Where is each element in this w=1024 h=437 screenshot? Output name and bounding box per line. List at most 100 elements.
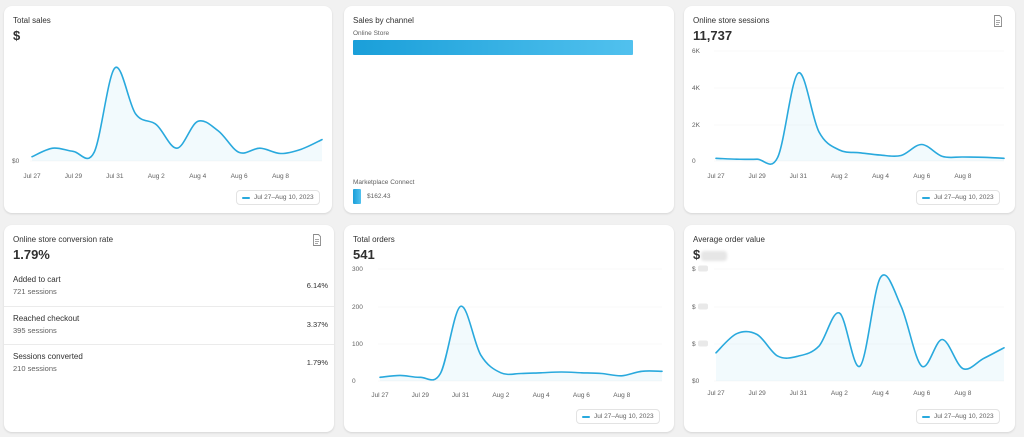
- step-rate: 6.14%: [306, 281, 328, 290]
- total-orders-chart: 300 200 100 0 Jul 27 Jul 29 Jul 31 Aug 2 Aug 4 Au…: [352, 266, 663, 399]
- y-tick-label: 0: [352, 378, 356, 385]
- redacted-value: [701, 250, 728, 261]
- y-tick-label: $: [692, 341, 696, 348]
- card-title[interactable]: Average order value: [693, 235, 765, 244]
- x-tick-label: Aug 4: [189, 173, 206, 180]
- step-label: Reached checkout: [13, 314, 80, 323]
- legend-label: Jul 27–Aug 10, 2023: [934, 194, 994, 201]
- sales-by-channel-card: Sales by channel Online Store Marketplac…: [344, 6, 674, 213]
- y-tick-label: 0: [692, 158, 696, 165]
- average-order-value-chart: $ $ $ $0 Jul 27 Jul 29 Jul 31 Aug 2 Aug 4 Aug 6 Au…: [692, 265, 1005, 397]
- series-line: [715, 274, 1005, 370]
- funnel-step-sessions-converted: Sessions converted 210 sessions 1.79%: [4, 344, 334, 382]
- x-tick-label: Jul 27: [23, 173, 41, 180]
- series-area: [716, 274, 1004, 381]
- y-tick-label: 200: [352, 304, 363, 311]
- y-tick-label: 300: [352, 266, 363, 273]
- step-rate: 1.79%: [306, 358, 328, 367]
- series-area: [32, 67, 322, 161]
- series-area: [380, 306, 662, 381]
- step-label: Added to cart: [13, 275, 61, 284]
- x-tick-label: Jul 27: [371, 392, 389, 399]
- card-value: 541: [353, 247, 375, 262]
- card-value: $: [13, 28, 21, 43]
- redacted-tick-value: [698, 303, 708, 310]
- legend-swatch: [922, 196, 930, 199]
- series-line: [379, 305, 663, 381]
- card-title[interactable]: Total orders: [353, 235, 395, 244]
- card-title[interactable]: Online store sessions: [693, 16, 770, 25]
- redacted-tick-value: [698, 340, 708, 347]
- channel-bar-online-store[interactable]: [353, 40, 633, 55]
- chart-legend[interactable]: Jul 27–Aug 10, 2023: [916, 190, 1000, 205]
- export-report-icon[interactable]: [312, 234, 322, 246]
- step-sessions: 210 sessions: [13, 364, 57, 373]
- step-rate: 3.37%: [306, 320, 328, 329]
- channel-label-online-store: Online Store: [353, 30, 390, 37]
- chart-legend[interactable]: Jul 27–Aug 10, 2023: [916, 409, 1000, 424]
- total-sales-card: Total sales $ $0 Jul 27 Jul 29 Jul 31 Aug 2 A…: [4, 6, 332, 213]
- funnel-step-reached-checkout: Reached checkout 395 sessions 3.37%: [4, 306, 334, 344]
- x-tick-label: Jul 31: [790, 390, 808, 397]
- step-sessions: 395 sessions: [13, 326, 57, 335]
- legend-label: Jul 27–Aug 10, 2023: [594, 413, 654, 420]
- channel-label-marketplace-connect: Marketplace Connect: [353, 179, 415, 186]
- total-sales-chart: $0 Jul 27 Jul 29 Jul 31 Aug 2 Aug 4 Aug 6 Aug 8: [12, 66, 323, 180]
- x-tick-label: Aug 4: [533, 392, 550, 399]
- x-tick-label: Jul 31: [790, 173, 808, 180]
- legend-swatch: [582, 415, 590, 418]
- card-title[interactable]: Sales by channel: [353, 16, 414, 25]
- x-tick-label: Aug 6: [231, 173, 248, 180]
- card-title[interactable]: Online store conversion rate: [13, 235, 114, 244]
- funnel-step-added-to-cart: Added to cart 721 sessions 6.14%: [4, 268, 334, 306]
- y-tick-label: 6K: [692, 48, 701, 55]
- card-value: 1.79%: [13, 247, 50, 262]
- online-store-sessions-chart: 6K 4K 2K 0 Jul 27 Jul 29 Jul 31 Aug 2 Aug 4 Aug 6…: [692, 48, 1005, 180]
- series-line: [31, 66, 323, 160]
- x-tick-label: Jul 29: [748, 173, 766, 180]
- x-tick-label: Jul 31: [106, 173, 124, 180]
- legend-swatch: [242, 196, 250, 199]
- channel-bar-marketplace-connect[interactable]: [353, 189, 361, 204]
- x-tick-label: Aug 6: [573, 392, 590, 399]
- card-value: $: [693, 247, 728, 262]
- legend-label: Jul 27–Aug 10, 2023: [254, 194, 314, 201]
- x-tick-label: Aug 2: [492, 392, 509, 399]
- chart-legend[interactable]: Jul 27–Aug 10, 2023: [236, 190, 320, 205]
- x-tick-label: Aug 6: [913, 390, 930, 397]
- x-tick-label: Jul 27: [707, 173, 725, 180]
- conversion-rate-card: Online store conversion rate 1.79% Added…: [4, 225, 334, 432]
- x-tick-label: Aug 8: [954, 390, 971, 397]
- card-title[interactable]: Total sales: [13, 16, 51, 25]
- x-tick-label: Aug 2: [831, 173, 848, 180]
- card-value-text: $: [693, 247, 701, 262]
- x-tick-label: Aug 2: [148, 173, 165, 180]
- legend-label: Jul 27–Aug 10, 2023: [934, 413, 994, 420]
- online-store-sessions-card: Online store sessions 11,737 6K 4K 2K 0 Jul …: [684, 6, 1015, 213]
- series-area: [716, 72, 1004, 165]
- x-tick-label: Aug 2: [831, 390, 848, 397]
- series-line: [715, 72, 1005, 165]
- step-label: Sessions converted: [13, 352, 83, 361]
- y-tick-label: 4K: [692, 85, 701, 92]
- channel-value-marketplace-connect: $162.43: [367, 193, 391, 200]
- chart-legend[interactable]: Jul 27–Aug 10, 2023: [576, 409, 660, 424]
- y-tick-label: $: [692, 304, 696, 311]
- legend-swatch: [922, 415, 930, 418]
- export-report-icon[interactable]: [993, 15, 1003, 27]
- total-orders-card: Total orders 541 300 200 100 0 Jul 27 Jul 29 J…: [344, 225, 674, 432]
- x-tick-label: Jul 29: [748, 390, 766, 397]
- redacted-tick-value: [698, 265, 708, 272]
- y-tick-label: 2K: [692, 122, 701, 129]
- x-tick-label: Aug 6: [913, 173, 930, 180]
- y-tick-label: $: [692, 266, 696, 273]
- x-tick-label: Aug 8: [613, 392, 630, 399]
- x-tick-label: Jul 27: [707, 390, 725, 397]
- card-value: 11,737: [693, 28, 733, 43]
- y-tick-label: $0: [692, 378, 700, 385]
- step-sessions: 721 sessions: [13, 287, 57, 296]
- x-tick-label: Jul 29: [412, 392, 430, 399]
- x-tick-label: Aug 8: [272, 173, 289, 180]
- x-tick-label: Aug 8: [954, 173, 971, 180]
- x-tick-label: Jul 31: [452, 392, 470, 399]
